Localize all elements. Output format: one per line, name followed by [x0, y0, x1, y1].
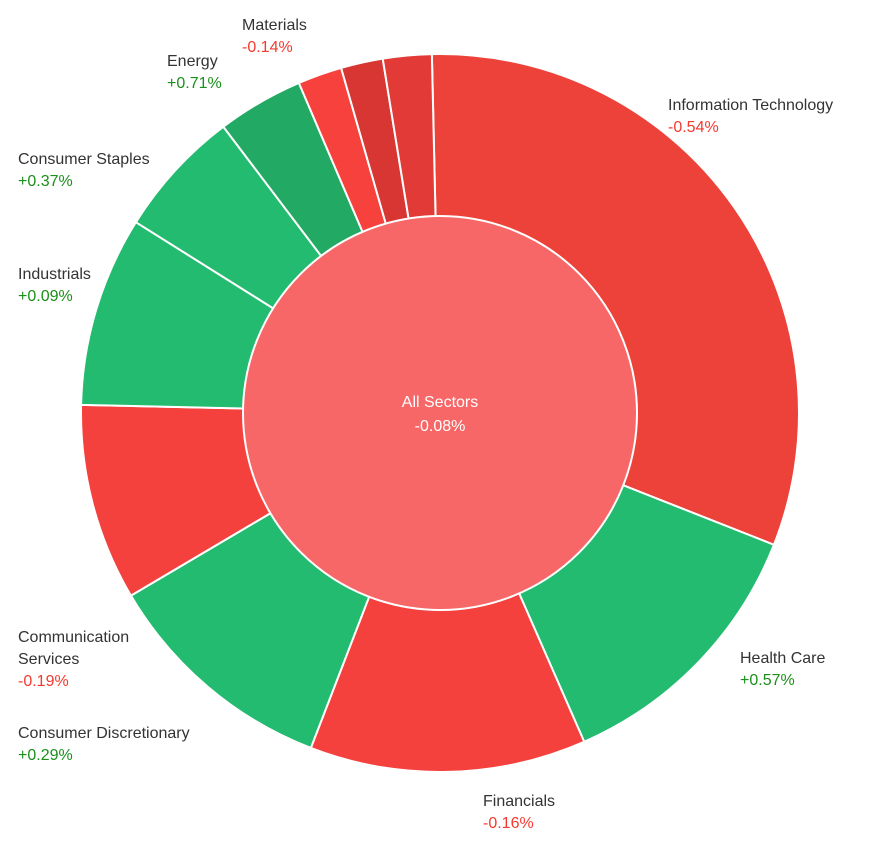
- label-value-consumer-staples: +0.37%: [18, 173, 73, 190]
- label-value-health-care: +0.57%: [740, 672, 795, 689]
- label-name-materials: Materials: [242, 17, 307, 34]
- labels-group: Information Technology -0.54% Health Care +…: [18, 17, 833, 832]
- label-name-consumer-discretionary: Consumer Discretionary: [18, 725, 190, 742]
- label-name-energy: Energy: [167, 53, 218, 70]
- center-circle[interactable]: [242, 215, 638, 611]
- label-value-industrials: +0.09%: [18, 288, 73, 305]
- label-value-consumer-discretionary: +0.29%: [18, 747, 73, 764]
- label-name-financials: Financials: [483, 793, 555, 810]
- center-label: All Sectors: [402, 394, 478, 411]
- label-name-information-technology: Information Technology: [668, 97, 833, 114]
- label-name-communication-services-line1: Communication: [18, 629, 129, 646]
- center-value: -0.08%: [415, 418, 466, 435]
- label-value-communication-services: -0.19%: [18, 673, 69, 690]
- label-value-financials: -0.16%: [483, 815, 534, 832]
- label-name-consumer-staples: Consumer Staples: [18, 151, 150, 168]
- label-value-energy: +0.71%: [167, 75, 222, 92]
- label-name-health-care: Health Care: [740, 650, 825, 667]
- label-name-industrials: Industrials: [18, 266, 91, 283]
- label-name-communication-services-line2: Services: [18, 651, 79, 668]
- label-value-information-technology: -0.54%: [668, 119, 719, 136]
- center-group: All Sectors -0.08%: [242, 215, 638, 611]
- label-value-materials: -0.14%: [242, 39, 293, 56]
